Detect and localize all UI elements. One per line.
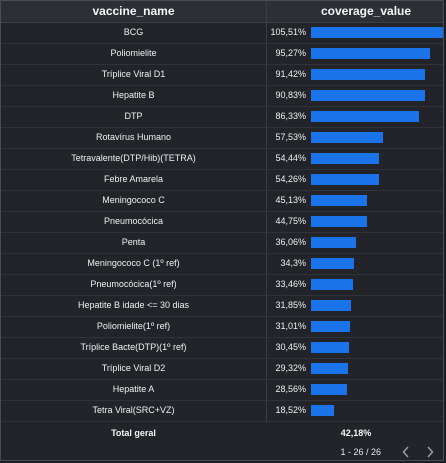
coverage-value-cell: 54,26% [275, 174, 306, 184]
vaccine-name-cell: Penta [121, 237, 146, 247]
vaccine-name-cell: Pneumocócica(1º ref) [90, 279, 177, 289]
coverage-value-cell: 57,53% [275, 132, 306, 142]
vaccine-name-cell: Hepatite A [112, 384, 155, 394]
vaccine-name-cell: DTP [124, 111, 143, 121]
pagination: 1 - 26 / 26 [340, 444, 437, 460]
coverage-value-cell: 30,45% [275, 342, 306, 352]
table-row[interactable]: Tríplice Viral D2 29,32% [1, 359, 443, 380]
coverage-value-cell: 28,56% [275, 384, 306, 394]
pagination-range: 1 - 26 / 26 [340, 447, 381, 457]
coverage-bar [311, 27, 443, 38]
table-row[interactable]: Tríplice Bacte(DTP)(1º ref) 30,45% [1, 338, 443, 359]
coverage-bar [311, 237, 356, 248]
coverage-bar [311, 405, 334, 416]
vaccine-name-cell: Hepatite B [112, 90, 155, 100]
coverage-bar [311, 300, 351, 311]
coverage-bar [311, 342, 349, 353]
table-row[interactable]: Penta 36,06% [1, 233, 443, 254]
vaccine-name-cell: BCG [123, 27, 144, 37]
total-label: Total geral [111, 428, 156, 438]
coverage-bar [311, 279, 353, 290]
coverage-bar [311, 174, 379, 185]
vaccine-name-cell: Tetra Viral(SRC+VZ) [92, 405, 175, 415]
table-row[interactable]: Rotavírus Humano 57,53% [1, 128, 443, 149]
vaccine-name-cell: Febre Amarela [103, 174, 164, 184]
table-row[interactable]: Meningococo C (1º ref) 34,3% [1, 254, 443, 275]
table-row[interactable]: Hepatite B idade <= 30 dias 31,85% [1, 296, 443, 317]
coverage-bar [311, 216, 367, 227]
coverage-value-cell: 31,01% [275, 321, 306, 331]
vaccine-name-cell: Hepatite B idade <= 30 dias [77, 300, 190, 310]
table-row[interactable]: Poliomielite 95,27% [1, 44, 443, 65]
coverage-bar [311, 132, 383, 143]
table-row[interactable]: Tríplice Viral D1 91,42% [1, 65, 443, 86]
coverage-bar [311, 384, 347, 395]
vaccine-name-cell: Poliomielite(1º ref) [96, 321, 171, 331]
table-row[interactable]: DTP 86,33% [1, 107, 443, 128]
coverage-bar [311, 363, 348, 374]
vaccine-name-cell: Pneumocócica [103, 216, 164, 226]
coverage-value-cell: 45,13% [275, 195, 306, 205]
coverage-value-cell: 33,46% [275, 279, 306, 289]
coverage-value-cell: 105,51% [270, 27, 306, 37]
coverage-value-cell: 91,42% [275, 69, 306, 79]
coverage-bar [311, 321, 350, 332]
coverage-value-cell: 18,52% [275, 405, 306, 415]
table-row[interactable]: Hepatite B 90,83% [1, 86, 443, 107]
coverage-value-cell: 95,27% [275, 48, 306, 58]
table-row[interactable]: Poliomielite(1º ref) 31,01% [1, 317, 443, 338]
coverage-bar [311, 111, 419, 122]
vaccine-name-cell: Poliomielite [110, 48, 157, 58]
vaccine-name-cell: Meningococo C [102, 195, 165, 205]
column-divider [266, 1, 267, 423]
coverage-bar [311, 153, 379, 164]
table-row[interactable]: Febre Amarela 54,26% [1, 170, 443, 191]
table-header-row: vaccine_name coverage_value [1, 1, 443, 23]
coverage-value-cell: 29,32% [275, 363, 306, 373]
coverage-bar [311, 195, 367, 206]
chevron-right-icon[interactable] [423, 445, 437, 459]
coverage-bar [311, 90, 425, 101]
coverage-value-cell: 90,83% [275, 90, 306, 100]
coverage-bar [311, 258, 354, 269]
coverage-value-cell: 34,3% [280, 258, 306, 268]
chevron-left-icon[interactable] [399, 445, 413, 459]
coverage-value-cell: 31,85% [275, 300, 306, 310]
table-row[interactable]: BCG 105,51% [1, 23, 443, 44]
table-row[interactable]: Tetra Viral(SRC+VZ) 18,52% [1, 401, 443, 422]
coverage-bar [311, 69, 425, 80]
vaccine-name-cell: Rotavírus Humano [95, 132, 172, 142]
coverage-value-cell: 86,33% [275, 111, 306, 121]
vaccine-name-cell: Tetravalente(DTP/Hib)(TETRA) [71, 153, 196, 163]
coverage-value-cell: 36,06% [275, 237, 306, 247]
table-row[interactable]: Tetravalente(DTP/Hib)(TETRA) 54,44% [1, 149, 443, 170]
vaccine-name-cell: Meningococo C (1º ref) [87, 258, 180, 268]
vaccine-name-cell: Tríplice Viral D2 [101, 363, 166, 373]
coverage-value-cell: 54,44% [275, 153, 306, 163]
total-row: Total geral 42,18% [1, 423, 443, 445]
total-value: 42,18% [340, 428, 372, 438]
column-header-vaccine-name[interactable]: vaccine_name [92, 4, 175, 18]
vaccine-name-cell: Tríplice Bacte(DTP)(1º ref) [80, 342, 187, 352]
vaccine-name-cell: Tríplice Viral D1 [101, 69, 166, 79]
table-row[interactable]: Meningococo C 45,13% [1, 191, 443, 212]
coverage-value-cell: 44,75% [275, 216, 306, 226]
table-row[interactable]: Hepatite A 28,56% [1, 380, 443, 401]
coverage-bar [311, 48, 430, 59]
column-header-coverage-value[interactable]: coverage_value [320, 4, 412, 18]
table-row[interactable]: Pneumocócica(1º ref) 33,46% [1, 275, 443, 296]
table-row[interactable]: Pneumocócica 44,75% [1, 212, 443, 233]
